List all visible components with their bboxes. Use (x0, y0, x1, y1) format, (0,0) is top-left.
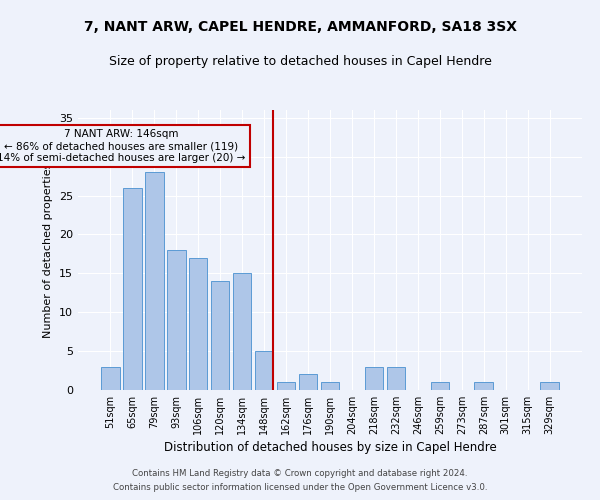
Y-axis label: Number of detached properties: Number of detached properties (43, 162, 53, 338)
Bar (211, 281, 229, 390)
Bar (320, 382, 340, 390)
X-axis label: Distribution of detached houses by size in Capel Hendre: Distribution of detached houses by size … (164, 441, 496, 454)
Bar (277, 382, 295, 390)
Bar (299, 374, 317, 390)
Bar (431, 382, 449, 390)
Bar (255, 351, 274, 390)
Bar (167, 250, 185, 390)
Text: Size of property relative to detached houses in Capel Hendre: Size of property relative to detached ho… (109, 55, 491, 68)
Bar (145, 172, 164, 390)
Bar (365, 366, 383, 390)
Bar (386, 366, 405, 390)
Text: 7 NANT ARW: 146sqm
← 86% of detached houses are smaller (119)
14% of semi-detach: 7 NANT ARW: 146sqm ← 86% of detached hou… (0, 130, 245, 162)
Bar (123, 188, 142, 390)
Bar (233, 274, 251, 390)
Bar (101, 366, 119, 390)
Bar (541, 382, 559, 390)
Text: Contains public sector information licensed under the Open Government Licence v3: Contains public sector information licen… (113, 484, 487, 492)
Text: Contains HM Land Registry data © Crown copyright and database right 2024.: Contains HM Land Registry data © Crown c… (132, 468, 468, 477)
Bar (189, 258, 208, 390)
Bar (475, 382, 493, 390)
Text: 7, NANT ARW, CAPEL HENDRE, AMMANFORD, SA18 3SX: 7, NANT ARW, CAPEL HENDRE, AMMANFORD, SA… (83, 20, 517, 34)
